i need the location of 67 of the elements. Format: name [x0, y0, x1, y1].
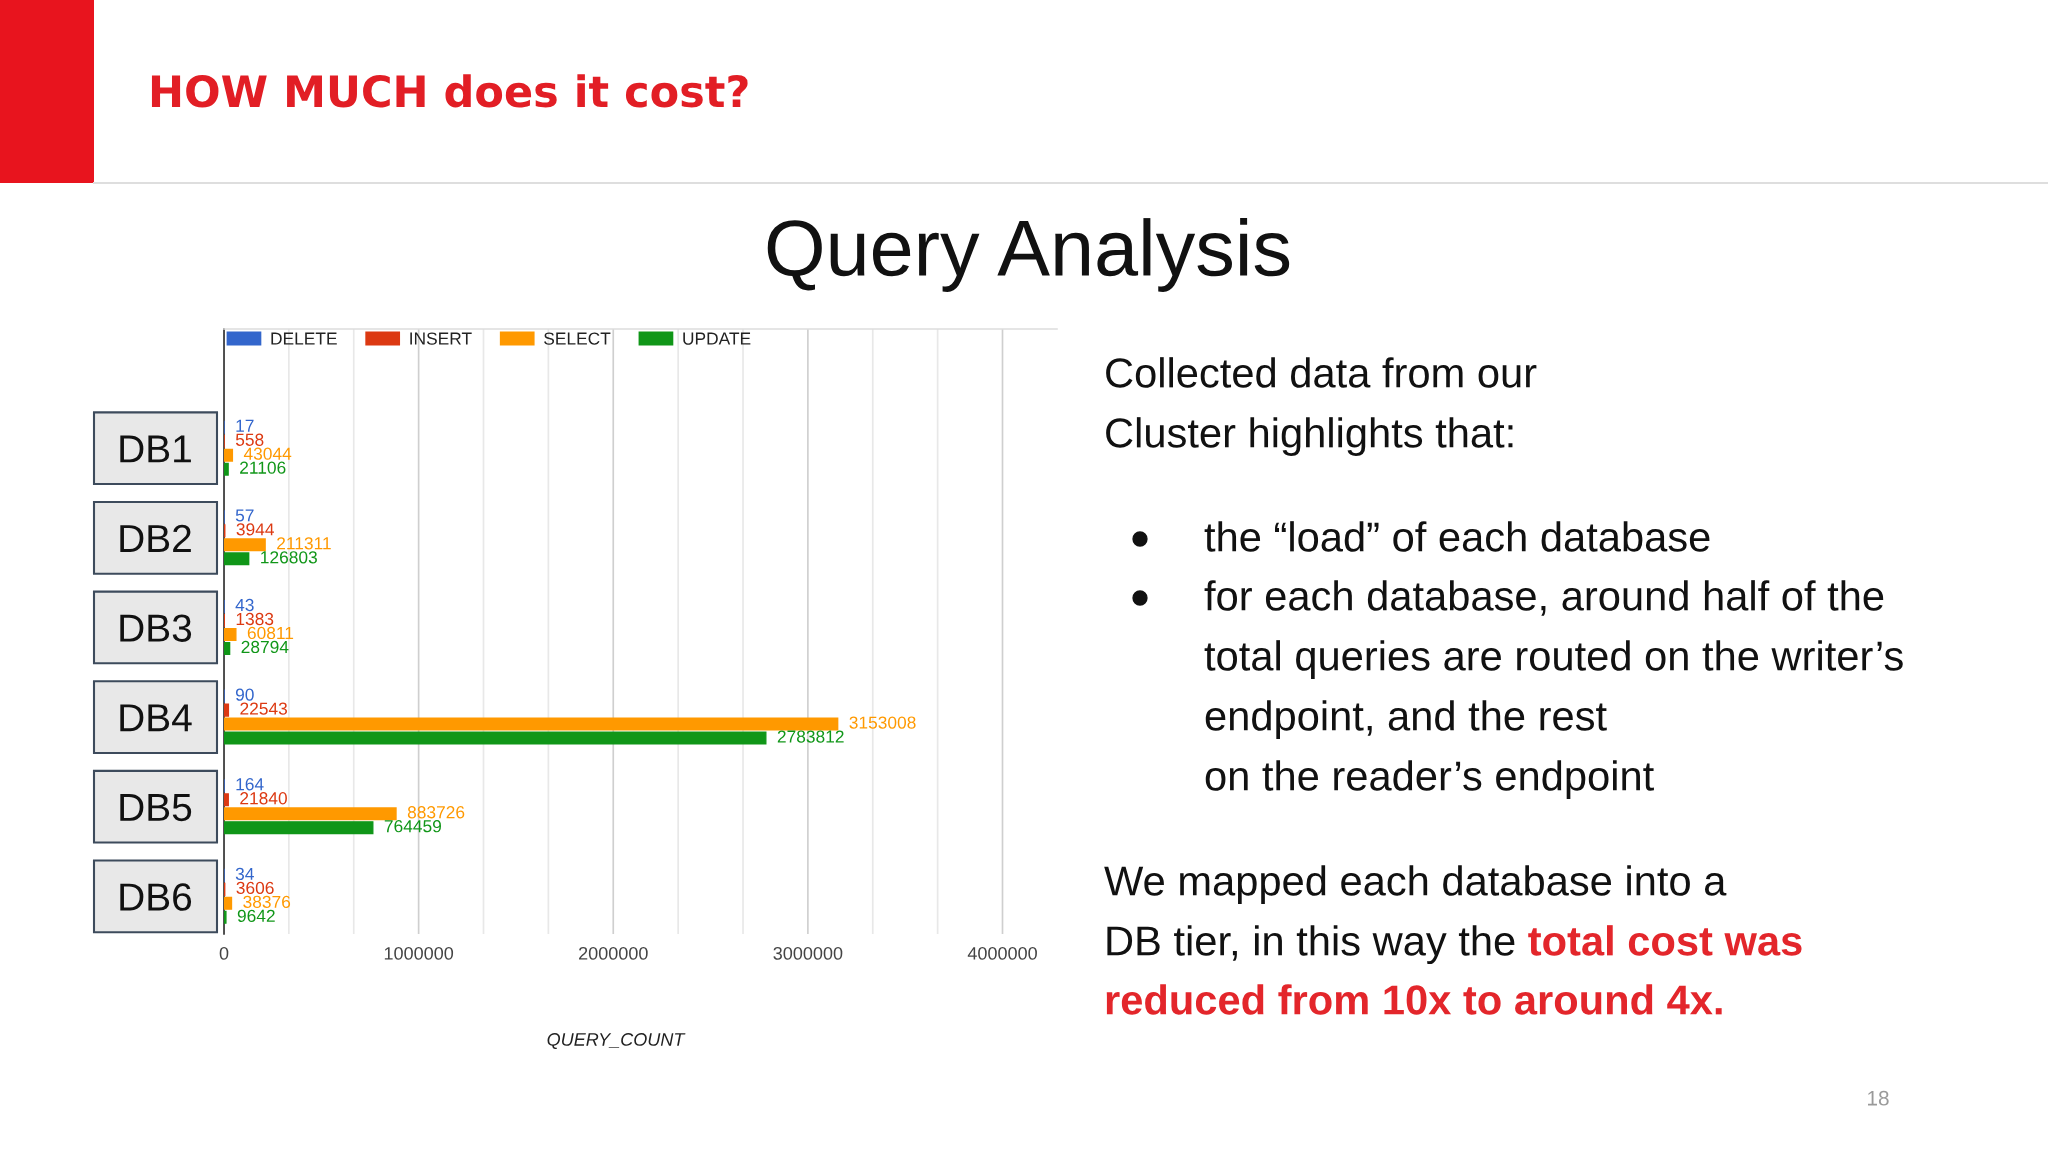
y-tick-label: DB6 — [120, 883, 192, 911]
text: the “load” of each database — [1204, 521, 1710, 552]
bar — [224, 717, 839, 731]
data-label: 3606 — [236, 881, 274, 895]
data-label: 21106 — [240, 461, 286, 474]
text: Cluster highlights that: — [1106, 417, 1513, 456]
bar — [224, 821, 374, 835]
legend-label: SELECT — [544, 332, 611, 345]
y-tick-label: DB1 — [120, 435, 191, 463]
data-label: 211311 — [277, 537, 331, 550]
data-label: 883726 — [407, 806, 465, 819]
data-label: 558 — [235, 433, 264, 446]
text: total cost was — [1528, 925, 1802, 956]
legend-label: DELETE — [271, 332, 337, 345]
text: for each database, around half of the — [1204, 580, 1884, 616]
x-tick-label: 1000000 — [384, 946, 454, 960]
x-tick-label: 4000000 — [967, 946, 1037, 960]
y-tick-label: DB3 — [120, 614, 192, 642]
bar — [224, 641, 231, 655]
bar — [224, 538, 266, 552]
bar — [224, 627, 237, 641]
bar — [224, 731, 767, 745]
data-label: 2783812 — [777, 730, 844, 743]
bar — [224, 807, 397, 821]
text: Collected data from our — [1106, 357, 1537, 388]
chart-title: HOW MUCH does it cost? — [151, 74, 748, 108]
text: endpoint, and the rest — [1205, 700, 1607, 739]
data-label: 1383 — [236, 612, 274, 626]
bar — [224, 552, 250, 566]
data-label: 38376 — [243, 895, 291, 909]
data-label: 28794 — [241, 640, 289, 654]
data-label: 9642 — [237, 909, 275, 922]
data-label: 43 — [235, 598, 254, 612]
x-tick-label: 0 — [219, 946, 229, 960]
data-label: 126803 — [261, 551, 317, 564]
data-label: 17 — [236, 419, 254, 432]
text: reduced from 10x to around 4x. — [1106, 984, 1722, 1015]
text: DB tier, in this way the — [1107, 925, 1515, 964]
chart-subtitle: Query Analysis — [767, 218, 1290, 292]
x-tick-label: 2000000 — [579, 946, 648, 960]
data-label: 22543 — [240, 702, 288, 715]
bar — [224, 703, 230, 717]
x-tick-label: 3000000 — [773, 946, 843, 960]
data-label: 164 — [236, 778, 264, 791]
legend-label: INSERT — [410, 332, 472, 345]
data-label: 43044 — [243, 447, 292, 460]
data-label: 3153008 — [849, 716, 916, 729]
text: on the reader’s endpoint — [1205, 760, 1654, 799]
x-axis-title: QUERY_COUNT — [547, 1033, 686, 1050]
y-tick-label: DB2 — [120, 524, 191, 552]
bar — [224, 793, 229, 807]
text: We mapped each database into a — [1104, 865, 1727, 904]
data-label: 764459 — [384, 820, 441, 833]
text: total queries are routed on the writer’s — [1204, 640, 1903, 679]
text: 18 — [1868, 1090, 1889, 1106]
data-label: 90 — [235, 688, 254, 701]
data-label: 3944 — [236, 523, 274, 536]
data-label: 57 — [235, 509, 254, 522]
y-tick-label: DB4 — [120, 704, 192, 732]
data-label: 60811 — [247, 626, 294, 640]
bar — [224, 896, 233, 910]
legend-label: UPDATE — [683, 332, 751, 345]
data-label: 34 — [235, 867, 254, 881]
data-label: 21840 — [240, 792, 287, 805]
y-tick-label: DB5 — [120, 794, 192, 822]
bar — [224, 462, 229, 476]
bar — [224, 448, 234, 462]
